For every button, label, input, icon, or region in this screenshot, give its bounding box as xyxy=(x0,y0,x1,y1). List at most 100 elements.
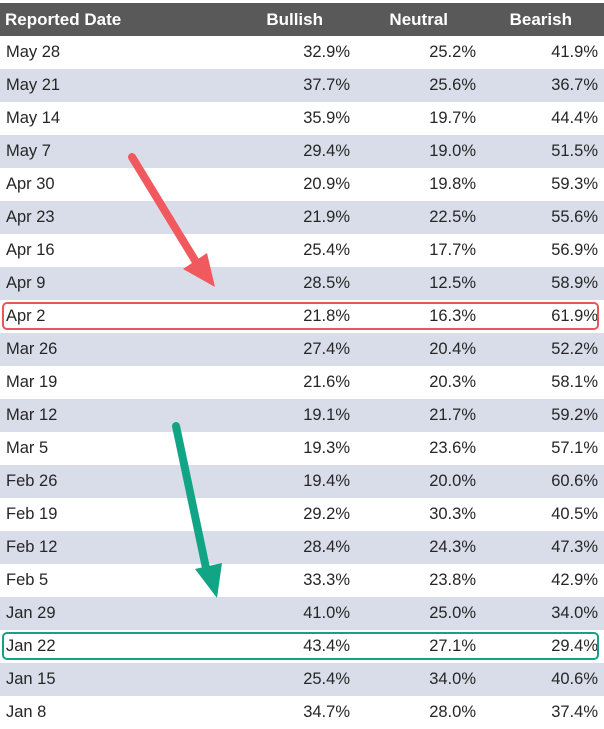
cell-neutral: 19.0% xyxy=(429,142,476,160)
cell-bearish: 51.5% xyxy=(551,142,598,160)
cell-bullish: 28.4% xyxy=(303,538,350,556)
cell-bearish: 47.3% xyxy=(551,538,598,556)
table-header: Reported Date Bullish Neutral Bearish xyxy=(0,3,604,36)
table-row[interactable]: Mar 26 27.4% 20.4% 52.2% xyxy=(0,333,604,366)
table-row[interactable]: Feb 19 29.2% 30.3% 40.5% xyxy=(0,498,604,531)
cell-bullish: 35.9% xyxy=(303,109,350,127)
cell-date: Mar 26 xyxy=(6,340,58,358)
cell-neutral: 27.1% xyxy=(429,637,476,655)
cell-date: Apr 2 xyxy=(6,307,46,325)
highlight-box-green xyxy=(2,632,599,660)
cell-date: Feb 12 xyxy=(6,538,58,556)
header-bearish[interactable]: Bearish xyxy=(509,10,572,29)
cell-bearish: 55.6% xyxy=(551,208,598,226)
cell-neutral: 20.4% xyxy=(429,340,476,358)
table-row[interactable]: Jan 8 34.7% 28.0% 37.4% xyxy=(0,696,604,729)
cell-bullish: 19.4% xyxy=(303,472,350,490)
cell-bearish: 60.6% xyxy=(551,472,598,490)
cell-bullish: 21.8% xyxy=(303,307,350,325)
cell-date: Jan 22 xyxy=(6,637,56,655)
cell-bullish: 34.7% xyxy=(303,703,350,721)
table-row[interactable]: Apr 16 25.4% 17.7% 56.9% xyxy=(0,234,604,267)
table-row[interactable]: Mar 19 21.6% 20.3% 58.1% xyxy=(0,366,604,399)
cell-neutral: 21.7% xyxy=(429,406,476,424)
cell-bearish: 40.6% xyxy=(551,670,598,688)
cell-bullish: 21.9% xyxy=(303,208,350,226)
header-bullish[interactable]: Bullish xyxy=(266,10,323,29)
cell-neutral: 22.5% xyxy=(429,208,476,226)
cell-bullish: 21.6% xyxy=(303,373,350,391)
table-row[interactable]: Jan 22 43.4% 27.1% 29.4% xyxy=(0,630,604,663)
cell-date: Mar 19 xyxy=(6,373,58,391)
table-row[interactable]: Feb 26 19.4% 20.0% 60.6% xyxy=(0,465,604,498)
cell-date: Jan 8 xyxy=(6,703,47,721)
cell-bearish: 52.2% xyxy=(551,340,598,358)
table-row[interactable]: Jan 29 41.0% 25.0% 34.0% xyxy=(0,597,604,630)
cell-neutral: 23.8% xyxy=(429,571,476,589)
highlight-box-red xyxy=(2,302,599,330)
header-neutral[interactable]: Neutral xyxy=(389,10,448,29)
cell-bearish: 59.3% xyxy=(551,175,598,193)
cell-bearish: 29.4% xyxy=(551,637,598,655)
cell-bullish: 28.5% xyxy=(303,274,350,292)
table-row[interactable]: Mar 12 19.1% 21.7% 59.2% xyxy=(0,399,604,432)
cell-bearish: 41.9% xyxy=(551,43,598,61)
cell-date: May 21 xyxy=(6,76,61,94)
cell-bullish: 29.4% xyxy=(303,142,350,160)
cell-bearish: 58.9% xyxy=(551,274,598,292)
cell-bearish: 58.1% xyxy=(551,373,598,391)
cell-bullish: 32.9% xyxy=(303,43,350,61)
table-row[interactable]: Apr 23 21.9% 22.5% 55.6% xyxy=(0,201,604,234)
table-row[interactable]: May 21 37.7% 25.6% 36.7% xyxy=(0,69,604,102)
cell-bullish: 29.2% xyxy=(303,505,350,523)
cell-bullish: 25.4% xyxy=(303,241,350,259)
table-row[interactable]: Mar 5 19.3% 23.6% 57.1% xyxy=(0,432,604,465)
cell-neutral: 23.6% xyxy=(429,439,476,457)
cell-date: Feb 19 xyxy=(6,505,58,523)
cell-date: Feb 5 xyxy=(6,571,49,589)
cell-bullish: 19.1% xyxy=(303,406,350,424)
cell-bullish: 19.3% xyxy=(303,439,350,457)
cell-neutral: 12.5% xyxy=(429,274,476,292)
cell-date: Apr 16 xyxy=(6,241,55,259)
cell-neutral: 20.3% xyxy=(429,373,476,391)
cell-date: Apr 9 xyxy=(6,274,46,292)
cell-date: Apr 30 xyxy=(6,175,55,193)
cell-bearish: 56.9% xyxy=(551,241,598,259)
cell-bearish: 42.9% xyxy=(551,571,598,589)
cell-bearish: 36.7% xyxy=(551,76,598,94)
table-row[interactable]: May 28 32.9% 25.2% 41.9% xyxy=(0,36,604,69)
table-row[interactable]: Jan 15 25.4% 34.0% 40.6% xyxy=(0,663,604,696)
cell-date: Jan 15 xyxy=(6,670,56,688)
table-row[interactable]: Feb 12 28.4% 24.3% 47.3% xyxy=(0,531,604,564)
cell-bearish: 34.0% xyxy=(551,604,598,622)
cell-neutral: 20.0% xyxy=(429,472,476,490)
table-row[interactable]: Apr 2 21.8% 16.3% 61.9% xyxy=(0,300,604,333)
table-row[interactable]: Apr 9 28.5% 12.5% 58.9% xyxy=(0,267,604,300)
cell-bullish: 41.0% xyxy=(303,604,350,622)
cell-bullish: 25.4% xyxy=(303,670,350,688)
cell-bullish: 33.3% xyxy=(303,571,350,589)
cell-bearish: 37.4% xyxy=(551,703,598,721)
cell-date: Jan 29 xyxy=(6,604,56,622)
cell-neutral: 24.3% xyxy=(429,538,476,556)
cell-neutral: 19.8% xyxy=(429,175,476,193)
table-row[interactable]: May 14 35.9% 19.7% 44.4% xyxy=(0,102,604,135)
cell-date: Mar 5 xyxy=(6,439,49,457)
table-row[interactable]: May 7 29.4% 19.0% 51.5% xyxy=(0,135,604,168)
cell-neutral: 19.7% xyxy=(429,109,476,127)
cell-neutral: 25.0% xyxy=(429,604,476,622)
cell-date: Mar 12 xyxy=(6,406,58,424)
cell-neutral: 34.0% xyxy=(429,670,476,688)
cell-bullish: 43.4% xyxy=(303,637,350,655)
cell-bullish: 20.9% xyxy=(303,175,350,193)
cell-date: May 7 xyxy=(6,142,51,160)
table-row[interactable]: Feb 5 33.3% 23.8% 42.9% xyxy=(0,564,604,597)
cell-bearish: 59.2% xyxy=(551,406,598,424)
cell-neutral: 25.6% xyxy=(429,76,476,94)
cell-date: May 28 xyxy=(6,43,61,61)
header-reported-date[interactable]: Reported Date xyxy=(5,10,122,29)
cell-neutral: 30.3% xyxy=(429,505,476,523)
table-row[interactable]: Apr 30 20.9% 19.8% 59.3% xyxy=(0,168,604,201)
